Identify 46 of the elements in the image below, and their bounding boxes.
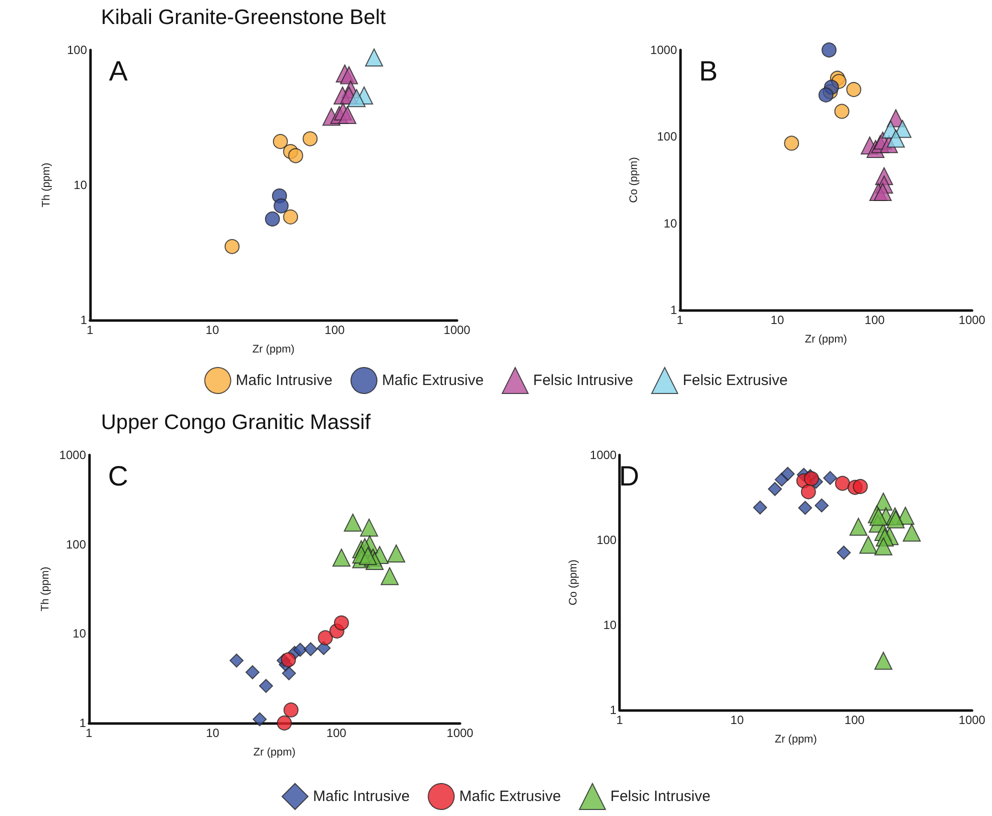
x-tick-label: 10: [206, 323, 220, 337]
x-axis-title: Zr (ppm): [774, 734, 817, 746]
legend-label: Felsic Extrusive: [682, 372, 788, 389]
y-tick-label: 100: [656, 130, 678, 144]
x-tick-label: 10: [770, 313, 784, 327]
chart-subtitle: Upper Congo Granitic Massif: [101, 411, 371, 434]
y-axis-title: Co (ppm): [628, 157, 640, 203]
y-axis-title: Th (ppm): [40, 566, 52, 612]
x-axis-title: Zr (ppm): [253, 746, 296, 758]
legend-label: Mafic Extrusive: [382, 372, 484, 389]
chart-title: A: [109, 56, 128, 86]
x-axis-title: Zr (ppm): [804, 334, 848, 346]
y-tick-label: 1: [670, 303, 678, 317]
y-tick-label: 1: [610, 703, 617, 717]
y-tick-label: 10: [664, 216, 678, 230]
x-tick-label: 100: [864, 313, 885, 327]
y-tick-label: 100: [596, 533, 617, 547]
x-tick-label: 100: [324, 323, 345, 337]
y-axis-title: Th (ppm): [40, 162, 52, 208]
y-tick-label: 1000: [650, 43, 678, 57]
chart-title: D: [619, 460, 640, 492]
chart-subtitle: Kibali Granite-Greenstone Belt: [101, 6, 386, 29]
legend-label: Mafic Intrusive: [236, 372, 332, 389]
legend-label: Mafic Intrusive: [313, 788, 410, 805]
x-tick-label: 1000: [444, 323, 471, 337]
y-tick-label: 100: [66, 43, 88, 57]
y-tick-label: 10: [74, 178, 88, 192]
x-axis-title: Zr (ppm): [252, 344, 295, 356]
y-tick-label: 10: [72, 626, 86, 641]
x-tick-label: 100: [326, 726, 347, 740]
chart-title: C: [108, 460, 128, 492]
x-tick-label: 10: [206, 726, 220, 740]
y-tick-label: 10: [603, 618, 617, 632]
y-tick-label: 100: [66, 537, 86, 552]
chart-title: B: [699, 56, 718, 86]
y-axis-title: Co (ppm): [568, 560, 580, 606]
legend-label: Felsic Intrusive: [533, 372, 634, 389]
x-tick-label: 100: [844, 713, 865, 727]
y-tick-label: 1000: [59, 448, 86, 462]
x-tick-label: 10: [730, 713, 744, 727]
x-tick-label: 1000: [958, 313, 986, 327]
legend-label: Mafic Extrusive: [459, 788, 561, 805]
y-tick-label: 1000: [590, 448, 617, 462]
legend-label: Felsic Intrusive: [610, 788, 710, 805]
x-tick-label: 1000: [958, 713, 986, 727]
x-tick-label: 1000: [446, 726, 474, 740]
